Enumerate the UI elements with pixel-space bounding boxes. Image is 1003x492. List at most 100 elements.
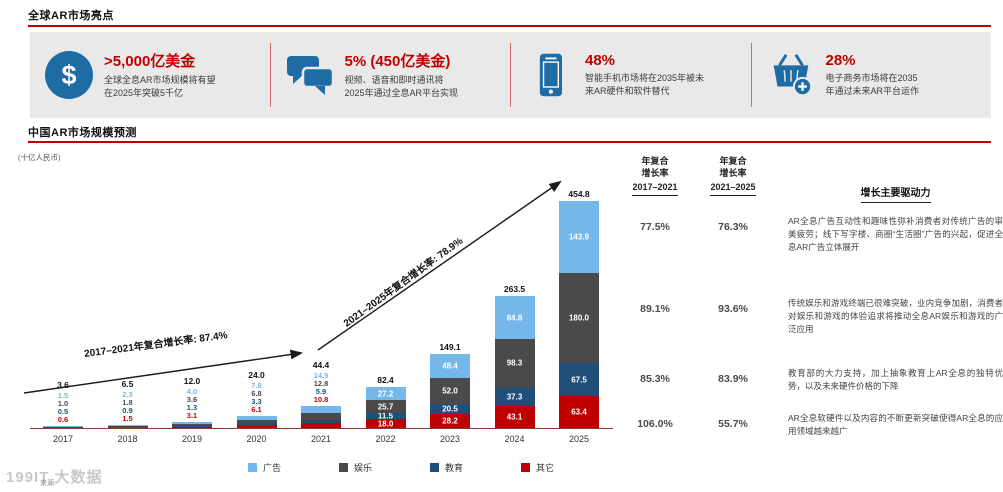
bar-total-label-2021: 44.4	[312, 359, 330, 370]
bar-segment-广告-2025: 143.9	[559, 201, 599, 273]
highlight-stat-communication: 5% (450亿美金) 视频、语音和即时通讯将 2025年通过全息AR平台实现	[269, 43, 511, 107]
bar-total-label-2025: 454.8	[568, 189, 590, 199]
bar-mini-label-教育: 0.5	[57, 407, 69, 417]
driver-text: AR全息软硬件以及内容的不断更新突破使得AR全息的应用领域越来越广	[788, 413, 1003, 436]
bar-segment-教育-2021	[301, 419, 341, 423]
legend-label: 广告	[263, 463, 282, 473]
dollar-icon: $	[43, 49, 95, 101]
bar-segment-广告-2022: 27.2	[365, 386, 406, 401]
bar-segment-label: 28.2	[442, 416, 458, 426]
legend-item-advertising: 广告	[248, 461, 281, 474]
section-title-china-forecast: 中国AR市场规模预测	[28, 127, 137, 139]
x-axis-label-2023: 2023	[439, 434, 461, 444]
bar-mini-label-广告: 14.9	[313, 370, 329, 380]
bar-segment-label: 48.4	[442, 361, 458, 371]
bar-mini-label-广告: 7.8	[251, 381, 262, 391]
bar-segment-教育-2019	[172, 425, 212, 427]
bar-segment-label: 18.0	[377, 419, 394, 428]
unit-label: (十亿人民币)	[18, 153, 61, 162]
x-axis-label-2025: 2025	[568, 434, 590, 444]
cagr-value: 77.5%	[640, 221, 670, 233]
smartphone-icon	[524, 49, 576, 101]
driver-text: AR全息广告互动性和趣味性弥补消费者对传统广告的审美疲劳；线下写字楼、商圈“生活…	[788, 216, 1003, 252]
stat-headline: 48%	[585, 51, 616, 69]
cagr-value: 55.7%	[718, 418, 748, 430]
bar-segment-娱乐-2023: 52.0	[430, 377, 470, 404]
stat-text: 5% (450亿美金) 视频、语音和即时通讯将 2025年通过全息AR平台实现	[345, 50, 459, 100]
cagr-value: 76.3%	[718, 221, 748, 233]
bar-mini-label-stack-2019: 4.0 3.6 1.3 3.1	[170, 388, 214, 420]
bar-segment-label: 63.4	[571, 407, 587, 417]
bar-segment-其它-2023: 28.2	[430, 413, 470, 428]
bar-mini-label-广告: 1.5	[57, 391, 69, 401]
bar-segment-娱乐-2018	[107, 425, 148, 427]
legend-swatch-other	[521, 463, 531, 472]
bar-segment-label: 143.9	[568, 232, 590, 242]
highlight-stat-ecommerce: 28% 电子商务市场将在2035 年通过未来AR平台运作	[750, 43, 992, 107]
bar-total-label-2023: 149.1	[439, 341, 461, 352]
cagr-column-header-1: 年复合 增长率 2017–2021	[622, 155, 688, 197]
dollar-icon-circle: $	[45, 51, 93, 99]
bar-mini-label-教育: 1.3	[186, 403, 198, 412]
legend-swatch-education	[430, 463, 440, 472]
stat-headline: >5,000亿美金	[104, 52, 196, 70]
cagr-range-2017-2021: 2017–2021	[632, 181, 678, 197]
legend-item-other: 其它	[521, 461, 554, 474]
bar-segment-其它-2021	[301, 422, 341, 428]
bar-segment-label: 84.8	[506, 313, 523, 323]
stat-description-line: 全球全息AR市场规模将有望	[104, 74, 216, 85]
bar-mini-label-其它: 0.6	[57, 415, 69, 425]
bar-total-label-2024: 263.5	[503, 284, 526, 295]
stat-headline: 28%	[825, 51, 856, 69]
bar-mini-label-娱乐: 1.0	[57, 399, 69, 409]
highlight-stat-market-size: $ >5,000亿美金 全球全息AR市场规模将有望 在2025年突破5千亿	[30, 43, 270, 107]
bar-segment-label: 67.5	[571, 375, 587, 384]
bar-mini-label-stack-2017: 1.5 1.0 0.5 0.6	[41, 392, 85, 424]
bar-segment-广告-2024: 84.8	[494, 296, 535, 339]
legend-item-education: 教育	[430, 461, 463, 474]
bar-segment-label: 180.0	[568, 313, 590, 323]
x-axis-label-2024: 2024	[504, 434, 525, 444]
legend-label: 其它	[536, 463, 555, 473]
highlights-band: $ >5,000亿美金 全球全息AR市场规模将有望 在2025年突破5千亿 5%…	[30, 32, 991, 118]
section-title-global-highlights: 全球AR市场亮点	[28, 10, 114, 22]
red-divider-top	[28, 25, 991, 27]
bar-segment-label: 25.7	[377, 402, 394, 412]
highlight-stat-smartphone: 48% 智能手机市场将在2035年被未 来AR硬件和软件替代	[510, 43, 751, 107]
watermark: 199IT 大数据	[6, 469, 103, 486]
chart-legend: 广告 娱乐 教育 其它	[248, 461, 554, 474]
cagr-value: 93.6%	[718, 303, 748, 315]
cagr-value: 85.3%	[640, 373, 670, 385]
x-axis-line	[30, 428, 613, 429]
bar-segment-广告-2019	[172, 422, 212, 424]
bar-segment-教育-2024: 37.3	[494, 387, 535, 407]
cagr-range-2021-2025: 2021–2025	[710, 181, 756, 197]
x-axis-label-2020: 2020	[246, 434, 267, 444]
bar-segment-娱乐-2024: 98.3	[494, 338, 535, 388]
bar-mini-label-广告: 2.3	[122, 389, 133, 399]
bar-mini-label-其它: 10.8	[313, 394, 329, 404]
x-axis-label-2019: 2019	[181, 434, 203, 444]
legend-label: 教育	[445, 463, 464, 473]
cagr-annotation-2021-2025: 2021–2025年复合增长率: 78.9%	[341, 235, 466, 330]
bar-segment-其它-2019	[172, 426, 212, 428]
bar-segment-广告-2023: 48.4	[430, 353, 470, 378]
bar-mini-label-其它: 1.5	[122, 413, 133, 423]
bar-total-label-2022: 82.4	[377, 374, 394, 385]
driver-text: 传统娱乐和游戏终端已很难突破，业内竞争加剧，消费者对娱乐和游戏的体验追求将推动全…	[788, 298, 1003, 334]
bar-segment-娱乐-2019	[172, 424, 212, 426]
stat-description-line: 智能手机市场将在2035年被未	[585, 72, 705, 83]
bar-mini-label-其它: 3.1	[186, 411, 198, 420]
bar-segment-广告-2021	[301, 405, 341, 414]
bar-mini-label-stack-2018: 2.3 1.8 0.9 1.5	[106, 389, 150, 423]
cagr-annotation-2017-2021: 2017–2021年复合增长率: 87.4%	[83, 330, 229, 360]
cagr-header-line: 增长率	[641, 168, 669, 179]
stat-description-line: 来AR硬件和软件替代	[585, 86, 670, 96]
bar-mini-label-教育: 3.3	[251, 397, 262, 407]
driver-text: 教育部的大力支持，加上抽象教育上AR全息的独特优势，以及未来硬件价格的下降	[788, 368, 1003, 391]
bar-mini-label-娱乐: 1.8	[122, 397, 133, 407]
bar-total-label-2019: 12.0	[183, 376, 201, 386]
bar-segment-广告-2020	[236, 416, 277, 420]
